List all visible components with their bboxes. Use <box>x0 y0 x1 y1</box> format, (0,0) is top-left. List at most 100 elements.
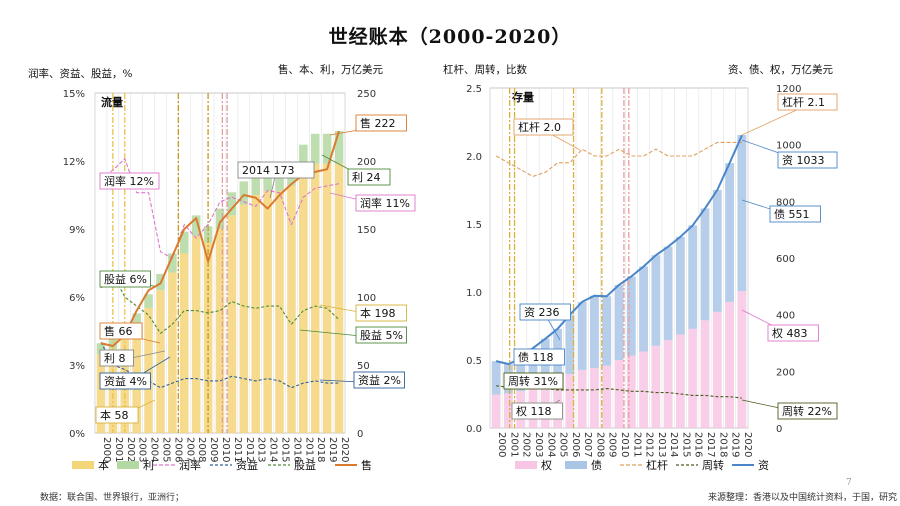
panel-1-x-tick: 2020 <box>742 432 753 457</box>
panel-0-x-tick: 2013 <box>256 437 267 462</box>
panel-0-x-tick: 2000 <box>101 437 112 462</box>
panel-1-y1-tick: 1.0 <box>466 288 482 299</box>
panel-1-bar-债 <box>528 348 538 388</box>
panel-0-bar-利 <box>239 181 249 205</box>
panel-1-legend-label: 杠杆 <box>646 458 668 472</box>
panel-1-bar-债 <box>725 163 734 302</box>
panel-0-bar-本 <box>263 190 272 433</box>
panel-1-bar-权 <box>663 340 673 428</box>
panel-0-callout-text: 股益 6% <box>104 272 147 286</box>
panel-1-legend-label: 资 <box>758 459 769 472</box>
panel-0-bar-本 <box>191 235 201 433</box>
page-number: 7 <box>846 478 852 488</box>
panel-0-callout-box <box>237 161 315 179</box>
panel-1-y1-tick: 2.5 <box>466 84 482 95</box>
panel-0-y2-tick: 150 <box>357 225 376 236</box>
panel-1-y1-tick: 0.5 <box>466 356 482 367</box>
panel-0-callout-text: 利 24 <box>352 171 381 184</box>
panel-1-bar-债 <box>639 266 648 352</box>
panel-0-bar-利 <box>191 215 201 236</box>
panel-0-line-股益 <box>100 273 340 334</box>
panel-1-x-tick: 2010 <box>619 432 630 457</box>
panel-1-bar-权 <box>491 394 501 428</box>
panel-0-bar-利 <box>299 144 308 172</box>
panel-1-y2-tick: 1200 <box>776 84 801 95</box>
panel-0-legend-label: 利 <box>143 459 154 472</box>
panel-1-callout-box <box>503 372 564 390</box>
panel-1-x-tick: 2016 <box>693 432 704 457</box>
panel-1-y1-tick: 1.5 <box>466 220 482 231</box>
panel-0-bar-本 <box>168 272 177 433</box>
panel-0-callout-text: 本 198 <box>360 306 396 320</box>
panel-1-x-tick: 2008 <box>594 432 605 457</box>
panel-1-y2-tick: 200 <box>776 367 795 378</box>
panel-0-bar-利 <box>96 343 106 355</box>
panel-0-bar-利 <box>322 133 332 164</box>
panel-0-x-tick: 2003 <box>137 437 148 462</box>
panel-0-callout-text: 股益 5% <box>360 328 403 342</box>
panel-0-x-tick: 2012 <box>244 437 255 462</box>
panel-1-x-tick: 2012 <box>644 432 655 457</box>
panel-0-legend-swatch <box>72 461 94 469</box>
panel-1-x-tick: 2004 <box>545 432 556 457</box>
left-y2-unit: 售、本、利，万亿美元 <box>278 64 383 76</box>
panel-1-line-资 <box>495 134 743 365</box>
panel-1-callout-box <box>519 303 571 321</box>
panel-0-bar-本 <box>322 163 332 433</box>
panel-0-bar-本 <box>180 253 189 433</box>
panel-1-bar-债 <box>614 284 624 360</box>
panel-1-x-tick: 2002 <box>521 432 532 457</box>
panel-1-bar-权 <box>737 291 747 428</box>
panel-0-legend-label: 资益 <box>236 458 258 472</box>
panel-1-legend-swatch <box>515 461 537 469</box>
panel-0-y1-tick: 9% <box>69 225 85 236</box>
source-right: 来源整理：香港以及中国统计资料，于国，研究 <box>708 493 898 503</box>
panel-0-bar-本 <box>239 204 249 433</box>
panel-0-x-tick: 2019 <box>327 437 338 462</box>
panel-1-bar-权 <box>700 320 710 428</box>
panel-0-label: 流量 <box>101 95 123 109</box>
panel-1-x-tick: 2003 <box>533 432 544 457</box>
panel-1-x-tick: 2015 <box>680 432 691 457</box>
panel-0-bar-利 <box>251 170 260 195</box>
panel-0-callout-text: 资益 2% <box>358 373 401 387</box>
panel-1-bar-债 <box>565 314 575 375</box>
panel-0-y2-tick: 0 <box>357 429 363 440</box>
panel-1-bar-权 <box>651 345 661 428</box>
panel-0-x-tick: 2010 <box>220 437 231 462</box>
panel-0-bar-本 <box>287 185 296 433</box>
panel-1-bar-权 <box>639 351 648 428</box>
panel-1-callout-text: 周转 22% <box>782 404 832 418</box>
panel-0-bar-本 <box>310 163 320 433</box>
panel-1-x-tick: 2009 <box>607 432 618 457</box>
panel-1-y1-tick: 0.0 <box>466 424 482 435</box>
panel-1-bar-权 <box>602 365 612 428</box>
panel-1-x-tick: 2001 <box>508 432 519 457</box>
main-title: 世经账本（2000-2020） <box>328 26 572 48</box>
panel-1-x-tick: 2019 <box>730 432 741 457</box>
panel-0-callout-box <box>355 114 407 132</box>
panel-0-callout-box <box>95 406 139 424</box>
panel-1-callout-box <box>769 205 821 223</box>
panel-1-bar-权 <box>504 393 513 428</box>
panel-0-bar-利 <box>168 253 177 273</box>
panel-0-x-tick: 2011 <box>232 437 243 462</box>
panel-1-callout-text: 权 118 <box>516 405 552 418</box>
panel-0-line-润率 <box>100 158 340 260</box>
panel-0-callout-box <box>355 326 407 344</box>
panel-0-x-tick: 2009 <box>208 437 219 462</box>
panel-0-x-tick: 2008 <box>196 437 207 462</box>
panel-1-bar-债 <box>577 301 587 370</box>
panel-1-bar-权 <box>577 369 587 428</box>
panel-1-x-tick: 2017 <box>705 432 716 457</box>
panel-0-callout-text: 利 8 <box>104 352 126 365</box>
panel-0-x-tick: 2004 <box>149 437 160 462</box>
panel-0-y2-tick: 250 <box>357 89 376 100</box>
panel-0-legend-label: 股益 <box>294 458 316 472</box>
panel-1-bar-权 <box>712 311 722 428</box>
panel-0-x-tick: 2015 <box>280 437 291 462</box>
panel-0-y1-tick: 0% <box>69 429 85 440</box>
panel-0-bar-本 <box>215 229 225 433</box>
panel-1-y2-tick: 800 <box>776 197 795 208</box>
panel-1-x-tick: 2006 <box>570 432 581 457</box>
